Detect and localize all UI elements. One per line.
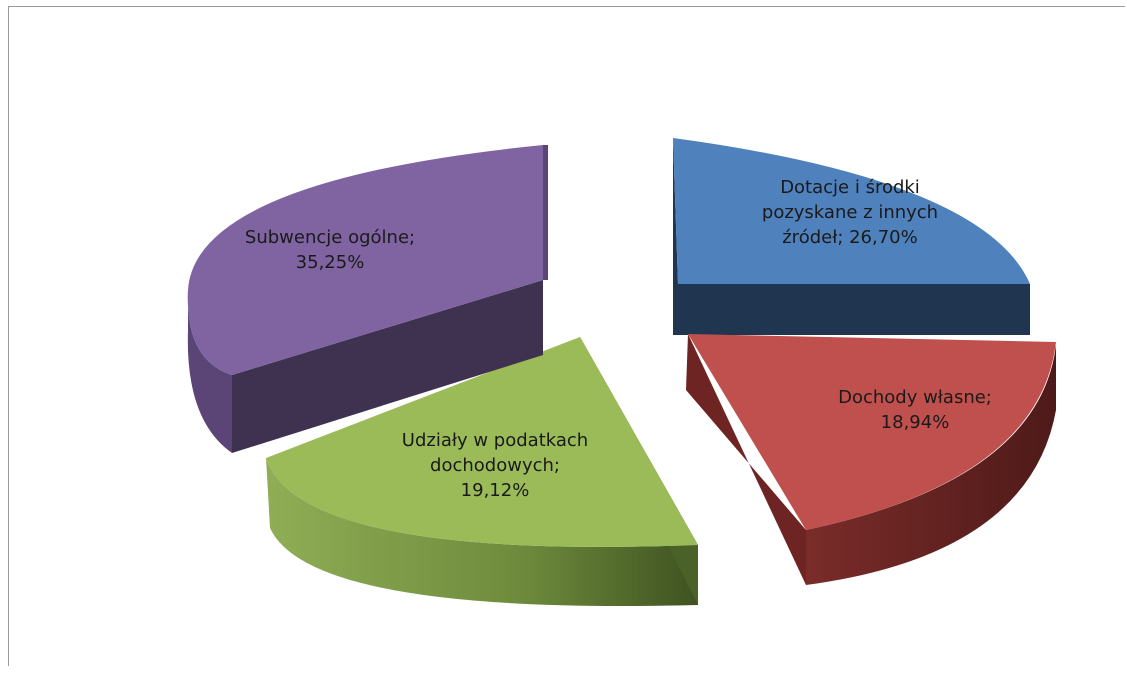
slice-dotacje [673, 138, 1030, 335]
slice-dochody-wlasne [686, 334, 1056, 585]
label-udzialy: Udziały w podatkach dochodowych; 19,12% [401, 430, 589, 501]
slice-subwencje [187, 145, 548, 453]
chart-area [8, 6, 1125, 666]
label-subwencje: Subwencje ogólne; 35,25% [244, 227, 416, 273]
label-dotacje: Dotacje i środki pozyskane z innych źród… [761, 177, 939, 248]
slice-udzialy [266, 337, 698, 607]
label-dochody-wlasne: Dochody własne; 18,94% [838, 387, 992, 433]
